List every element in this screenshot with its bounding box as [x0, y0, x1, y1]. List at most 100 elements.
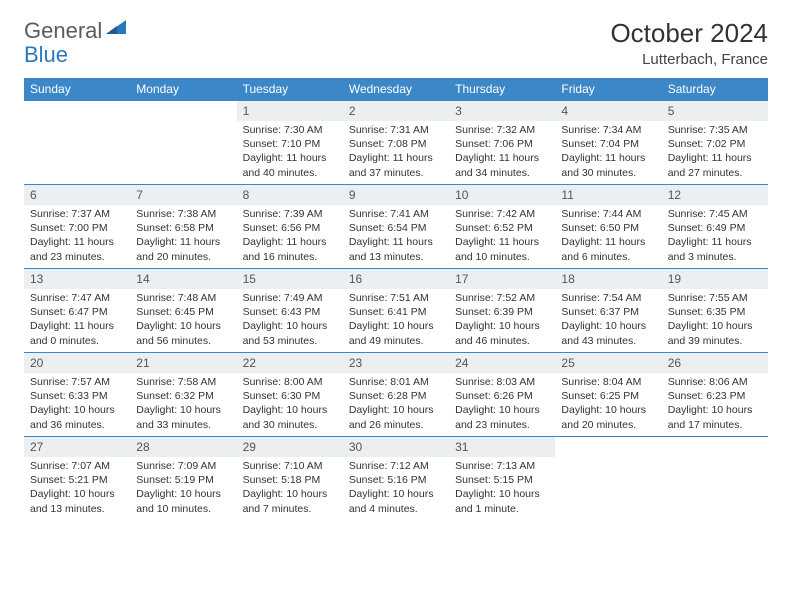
- date-number: 16: [343, 269, 449, 289]
- sunrise-line: Sunrise: 7:12 AM: [349, 459, 443, 473]
- day-cell: 20Sunrise: 7:57 AMSunset: 6:33 PMDayligh…: [24, 353, 130, 437]
- date-number: 15: [237, 269, 343, 289]
- day-body: Sunrise: 7:41 AMSunset: 6:54 PMDaylight:…: [343, 205, 449, 268]
- sunset-line: Sunset: 6:54 PM: [349, 221, 443, 235]
- day-body: Sunrise: 8:01 AMSunset: 6:28 PMDaylight:…: [343, 373, 449, 436]
- sunrise-line: Sunrise: 7:35 AM: [668, 123, 762, 137]
- day-cell: 13Sunrise: 7:47 AMSunset: 6:47 PMDayligh…: [24, 269, 130, 353]
- sunset-line: Sunset: 6:52 PM: [455, 221, 549, 235]
- day-body: Sunrise: 7:47 AMSunset: 6:47 PMDaylight:…: [24, 289, 130, 352]
- daylight-line: Daylight: 10 hours and 30 minutes.: [243, 403, 337, 431]
- location-label: Lutterbach, France: [610, 51, 768, 68]
- brand-logo: General: [24, 18, 128, 44]
- day-cell: 25Sunrise: 8:04 AMSunset: 6:25 PMDayligh…: [555, 353, 661, 437]
- daylight-line: Daylight: 10 hours and 1 minute.: [455, 487, 549, 515]
- sunrise-line: Sunrise: 8:01 AM: [349, 375, 443, 389]
- daylight-line: Daylight: 10 hours and 26 minutes.: [349, 403, 443, 431]
- daylight-line: Daylight: 11 hours and 10 minutes.: [455, 235, 549, 263]
- day-cell: 6Sunrise: 7:37 AMSunset: 7:00 PMDaylight…: [24, 185, 130, 269]
- day-cell: 2Sunrise: 7:31 AMSunset: 7:08 PMDaylight…: [343, 101, 449, 185]
- daylight-line: Daylight: 11 hours and 23 minutes.: [30, 235, 124, 263]
- sunrise-line: Sunrise: 8:00 AM: [243, 375, 337, 389]
- month-title: October 2024: [610, 18, 768, 49]
- sunset-line: Sunset: 6:45 PM: [136, 305, 230, 319]
- daylight-line: Daylight: 10 hours and 33 minutes.: [136, 403, 230, 431]
- daylight-line: Daylight: 10 hours and 4 minutes.: [349, 487, 443, 515]
- daylight-line: Daylight: 10 hours and 43 minutes.: [561, 319, 655, 347]
- date-number: 5: [662, 101, 768, 121]
- date-number: 12: [662, 185, 768, 205]
- day-body: Sunrise: 7:09 AMSunset: 5:19 PMDaylight:…: [130, 457, 236, 520]
- day-header-row: Sunday Monday Tuesday Wednesday Thursday…: [24, 78, 768, 101]
- sunrise-line: Sunrise: 7:47 AM: [30, 291, 124, 305]
- date-number: 10: [449, 185, 555, 205]
- sunset-line: Sunset: 6:37 PM: [561, 305, 655, 319]
- brand-part1: General: [24, 18, 102, 44]
- sunset-line: Sunset: 6:39 PM: [455, 305, 549, 319]
- day-cell: 27Sunrise: 7:07 AMSunset: 5:21 PMDayligh…: [24, 437, 130, 521]
- sunrise-line: Sunrise: 7:41 AM: [349, 207, 443, 221]
- sunrise-line: Sunrise: 7:37 AM: [30, 207, 124, 221]
- sunset-line: Sunset: 7:02 PM: [668, 137, 762, 151]
- day-body: Sunrise: 7:39 AMSunset: 6:56 PMDaylight:…: [237, 205, 343, 268]
- day-cell: 12Sunrise: 7:45 AMSunset: 6:49 PMDayligh…: [662, 185, 768, 269]
- brand-part2: Blue: [24, 42, 68, 67]
- sunrise-line: Sunrise: 7:38 AM: [136, 207, 230, 221]
- day-cell: 19Sunrise: 7:55 AMSunset: 6:35 PMDayligh…: [662, 269, 768, 353]
- day-cell: 9Sunrise: 7:41 AMSunset: 6:54 PMDaylight…: [343, 185, 449, 269]
- day-body: Sunrise: 7:45 AMSunset: 6:49 PMDaylight:…: [662, 205, 768, 268]
- sunrise-line: Sunrise: 7:31 AM: [349, 123, 443, 137]
- date-number: 6: [24, 185, 130, 205]
- daylight-line: Daylight: 11 hours and 3 minutes.: [668, 235, 762, 263]
- sunset-line: Sunset: 7:10 PM: [243, 137, 337, 151]
- date-number: 11: [555, 185, 661, 205]
- sunrise-line: Sunrise: 7:09 AM: [136, 459, 230, 473]
- date-number: 28: [130, 437, 236, 457]
- day-cell: 30Sunrise: 7:12 AMSunset: 5:16 PMDayligh…: [343, 437, 449, 521]
- day-body: Sunrise: 8:03 AMSunset: 6:26 PMDaylight:…: [449, 373, 555, 436]
- day-body: Sunrise: 7:52 AMSunset: 6:39 PMDaylight:…: [449, 289, 555, 352]
- day-body: Sunrise: 8:06 AMSunset: 6:23 PMDaylight:…: [662, 373, 768, 436]
- day-body: Sunrise: 7:34 AMSunset: 7:04 PMDaylight:…: [555, 121, 661, 184]
- calendar-body: 1Sunrise: 7:30 AMSunset: 7:10 PMDaylight…: [24, 101, 768, 521]
- daylight-line: Daylight: 11 hours and 0 minutes.: [30, 319, 124, 347]
- sunrise-line: Sunrise: 7:49 AM: [243, 291, 337, 305]
- sunrise-line: Sunrise: 7:39 AM: [243, 207, 337, 221]
- sunset-line: Sunset: 6:28 PM: [349, 389, 443, 403]
- day-cell: 10Sunrise: 7:42 AMSunset: 6:52 PMDayligh…: [449, 185, 555, 269]
- sunset-line: Sunset: 5:21 PM: [30, 473, 124, 487]
- day-body: Sunrise: 7:31 AMSunset: 7:08 PMDaylight:…: [343, 121, 449, 184]
- day-body: Sunrise: 7:48 AMSunset: 6:45 PMDaylight:…: [130, 289, 236, 352]
- day-body: Sunrise: 7:30 AMSunset: 7:10 PMDaylight:…: [237, 121, 343, 184]
- day-cell: 1Sunrise: 7:30 AMSunset: 7:10 PMDaylight…: [237, 101, 343, 185]
- daylight-line: Daylight: 10 hours and 13 minutes.: [30, 487, 124, 515]
- day-header: Friday: [555, 78, 661, 101]
- sunrise-line: Sunrise: 7:48 AM: [136, 291, 230, 305]
- sunrise-line: Sunrise: 7:13 AM: [455, 459, 549, 473]
- daylight-line: Daylight: 11 hours and 40 minutes.: [243, 151, 337, 179]
- empty-day-cell: [24, 101, 130, 185]
- sunrise-line: Sunrise: 7:54 AM: [561, 291, 655, 305]
- sunrise-line: Sunrise: 7:57 AM: [30, 375, 124, 389]
- day-body: Sunrise: 7:35 AMSunset: 7:02 PMDaylight:…: [662, 121, 768, 184]
- date-number: 1: [237, 101, 343, 121]
- daylight-line: Daylight: 11 hours and 6 minutes.: [561, 235, 655, 263]
- day-body: Sunrise: 7:58 AMSunset: 6:32 PMDaylight:…: [130, 373, 236, 436]
- day-cell: 11Sunrise: 7:44 AMSunset: 6:50 PMDayligh…: [555, 185, 661, 269]
- sunset-line: Sunset: 6:25 PM: [561, 389, 655, 403]
- sunset-line: Sunset: 6:30 PM: [243, 389, 337, 403]
- sunrise-line: Sunrise: 7:51 AM: [349, 291, 443, 305]
- day-cell: 28Sunrise: 7:09 AMSunset: 5:19 PMDayligh…: [130, 437, 236, 521]
- daylight-line: Daylight: 10 hours and 10 minutes.: [136, 487, 230, 515]
- sunset-line: Sunset: 6:43 PM: [243, 305, 337, 319]
- day-body: Sunrise: 8:04 AMSunset: 6:25 PMDaylight:…: [555, 373, 661, 436]
- day-cell: 8Sunrise: 7:39 AMSunset: 6:56 PMDaylight…: [237, 185, 343, 269]
- day-body: Sunrise: 7:12 AMSunset: 5:16 PMDaylight:…: [343, 457, 449, 520]
- date-number: 20: [24, 353, 130, 373]
- date-number: 7: [130, 185, 236, 205]
- daylight-line: Daylight: 10 hours and 56 minutes.: [136, 319, 230, 347]
- date-number: 17: [449, 269, 555, 289]
- sunset-line: Sunset: 7:04 PM: [561, 137, 655, 151]
- sunrise-line: Sunrise: 7:58 AM: [136, 375, 230, 389]
- sunrise-line: Sunrise: 8:04 AM: [561, 375, 655, 389]
